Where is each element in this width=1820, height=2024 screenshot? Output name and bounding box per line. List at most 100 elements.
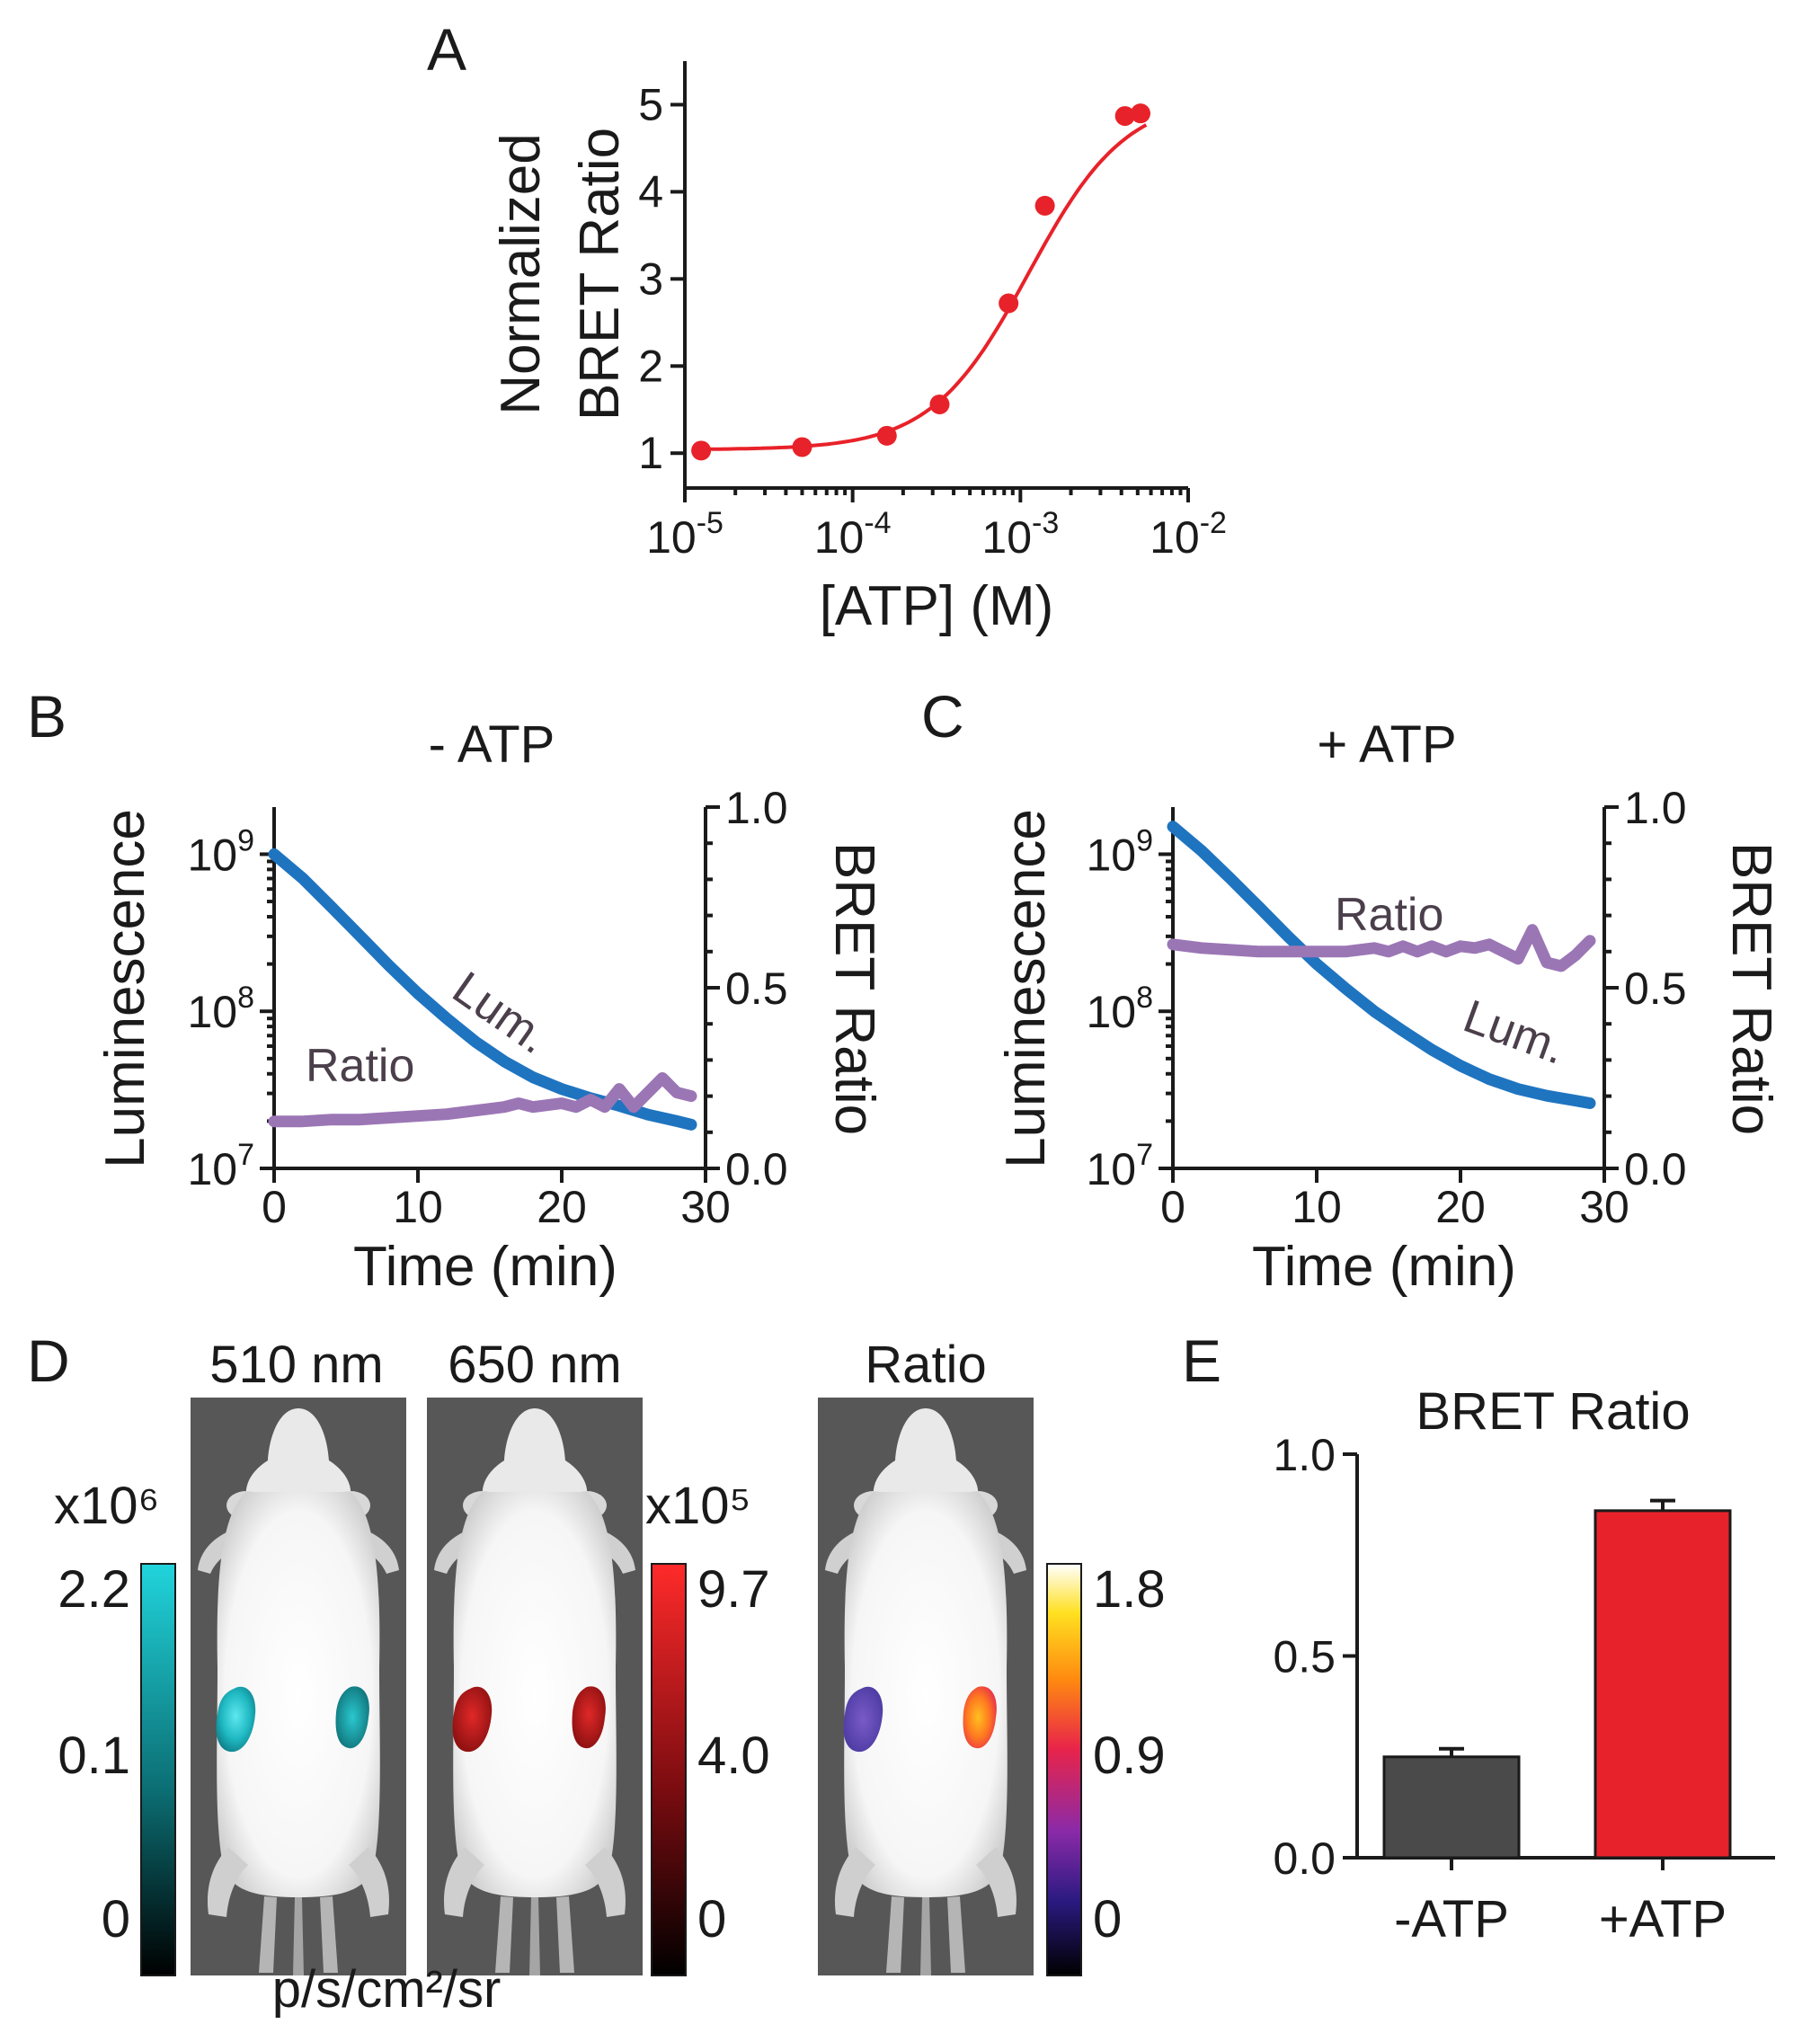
panel-c-ylabel-right: BRET Ratio — [1720, 842, 1782, 1135]
y-right-tick-label: 0.0 — [1624, 1144, 1687, 1194]
panel-d: D 510 nm 650 nm Ratio x10⁶ 2.2 0.1 0 x10… — [27, 1327, 1166, 2019]
data-point — [876, 425, 897, 446]
panel-a-axes — [683, 61, 1188, 490]
data-point — [999, 293, 1019, 314]
x-tick-label: 10-3 — [981, 506, 1059, 563]
x-tick-label: 0 — [1160, 1182, 1185, 1232]
panel-b-lum-label: Lum. — [443, 962, 558, 1064]
panel-c-ylabel-left: Luminescence — [995, 809, 1057, 1168]
panel-b-ylabel-right: BRET Ratio — [823, 842, 885, 1135]
scale-510-tick-mid: 0.1 — [58, 1727, 130, 1785]
colorbar-650 — [651, 1563, 687, 1976]
signal-spot-left — [216, 1686, 256, 1753]
y-tick-label: 2 — [638, 341, 663, 391]
colorbar-510 — [140, 1563, 176, 1976]
panel-d-title-650: 650 nm — [448, 1336, 621, 1394]
x-tick-label: 10-2 — [1150, 506, 1227, 563]
y-left-tick-label: 107 — [1086, 1138, 1153, 1194]
mouse-image-ratio — [818, 1398, 1034, 1975]
bar-plus-atp — [1594, 1509, 1732, 1860]
panel-e: E BRET Ratio 0.0 0.5 1.0 -ATP +ATP — [1182, 1327, 1775, 1949]
bar-minus-atp — [1382, 1755, 1521, 1860]
data-point — [929, 394, 950, 414]
mouse-image-650 — [427, 1398, 643, 1975]
y-left-tick-label: 109 — [1086, 823, 1153, 880]
y-tick-label: 0.5 — [1273, 1632, 1336, 1682]
panel-b-ratio-line — [268, 1072, 697, 1128]
panel-b-ratio-label: Ratio — [306, 1040, 414, 1092]
data-point — [1130, 103, 1150, 124]
panel-b-label: B — [27, 683, 67, 750]
panel-b-right-ticks: 1.0 0.5 0.0 — [706, 783, 788, 1194]
data-point — [792, 437, 812, 457]
panel-d-label: D — [27, 1327, 70, 1394]
scale-ratio-tick-top: 1.8 — [1093, 1560, 1166, 1619]
panel-a-ylabel-line2: BRET Ratio — [569, 128, 631, 421]
mouse-image-510 — [191, 1398, 406, 1975]
x-tick-label: 30 — [680, 1182, 731, 1232]
panel-b: B - ATP 109 108 107 1.0 0.5 0.0 0 10 20 30 Lum.… — [27, 683, 885, 1298]
panel-c-left-ticks: 109 108 107 — [1086, 823, 1173, 1194]
data-point — [1114, 106, 1135, 127]
panel-c-lum-line — [1167, 821, 1596, 1109]
scale-ratio-tick-bottom: 0 — [1093, 1890, 1122, 1949]
panel-c-x-ticks: 0 10 20 30 — [1160, 1168, 1629, 1232]
colorbar-ratio — [1046, 1563, 1082, 1976]
scale-650-tick-mid: 4.0 — [697, 1727, 770, 1785]
panel-c-ratio-line — [1167, 924, 1596, 972]
x-tick-label: 20 — [1435, 1182, 1486, 1232]
x-tick-label: 10-4 — [814, 506, 892, 563]
panel-c-label: C — [921, 683, 964, 750]
y-left-tick-label: 109 — [187, 823, 254, 880]
scale-650-tick-top: 9.7 — [697, 1560, 770, 1619]
panel-e-x-labels: -ATP +ATP — [1394, 1858, 1727, 1949]
scale-650-tick-bottom: 0 — [697, 1890, 726, 1949]
y-tick-label: 0.0 — [1273, 1833, 1336, 1884]
signal-spot-right — [572, 1686, 606, 1749]
y-tick-label: 5 — [638, 79, 663, 129]
scale-650-exponent: x10⁵ — [645, 1477, 751, 1535]
panel-e-bars — [1382, 1498, 1732, 1860]
scale-510-tick-top: 2.2 — [58, 1560, 130, 1619]
panel-e-y-ticks: 0.0 0.5 1.0 — [1273, 1430, 1357, 1884]
panel-d-title-ratio: Ratio — [865, 1336, 986, 1394]
panel-c-xlabel: Time (min) — [1252, 1236, 1516, 1298]
panel-a-y-ticks: 1 2 3 4 5 — [638, 79, 685, 478]
x-tick-label: 0 — [262, 1182, 287, 1232]
panel-a-x-ticks: 10-5 10-4 10-3 10-2 — [646, 488, 1227, 563]
y-tick-label: 1.0 — [1273, 1430, 1336, 1480]
panel-c-ratio-label: Ratio — [1335, 889, 1443, 941]
panel-a: A 1 2 3 4 5 10-5 10-4 10-3 10-2 Normalized BRET… — [427, 16, 1227, 637]
panel-c: C + ATP 109 108 107 1.0 0.5 0.0 0 10 20 30 Rati… — [921, 683, 1782, 1298]
x-category-label: +ATP — [1599, 1890, 1727, 1949]
signal-spot-right — [963, 1686, 997, 1749]
panel-c-axes — [1171, 807, 1606, 1170]
x-tick-label: 10 — [1292, 1182, 1342, 1232]
y-right-tick-label: 1.0 — [725, 783, 788, 833]
y-left-tick-label: 108 — [187, 981, 254, 1037]
signal-spot-left — [452, 1686, 493, 1753]
panel-a-xlabel: [ATP] (M) — [820, 575, 1054, 637]
panel-a-ylabel-line1: Normalized — [490, 133, 552, 415]
signal-spot-right — [335, 1686, 369, 1749]
scale-510-exponent: x10⁶ — [54, 1477, 159, 1535]
x-tick-label: 30 — [1579, 1182, 1629, 1232]
y-left-tick-label: 108 — [1086, 981, 1153, 1037]
panel-d-title-510: 510 nm — [209, 1336, 383, 1394]
panel-c-title: + ATP — [1317, 715, 1456, 774]
panel-b-xlabel: Time (min) — [353, 1236, 617, 1298]
y-tick-label: 4 — [638, 166, 663, 217]
y-tick-label: 1 — [638, 428, 663, 478]
y-right-tick-label: 0.0 — [725, 1144, 788, 1194]
signal-spot-left — [843, 1686, 883, 1753]
x-tick-label: 20 — [537, 1182, 587, 1232]
panel-a-points — [691, 103, 1150, 461]
x-tick-label: 10 — [393, 1182, 443, 1232]
scale-ratio-tick-mid: 0.9 — [1093, 1727, 1166, 1785]
scale-510-tick-bottom: 0 — [102, 1890, 130, 1949]
panel-a-label: A — [427, 16, 466, 83]
panel-b-x-ticks: 0 10 20 30 — [262, 1168, 731, 1232]
panel-b-title: - ATP — [429, 715, 555, 774]
panel-e-title: BRET Ratio — [1416, 1382, 1690, 1441]
